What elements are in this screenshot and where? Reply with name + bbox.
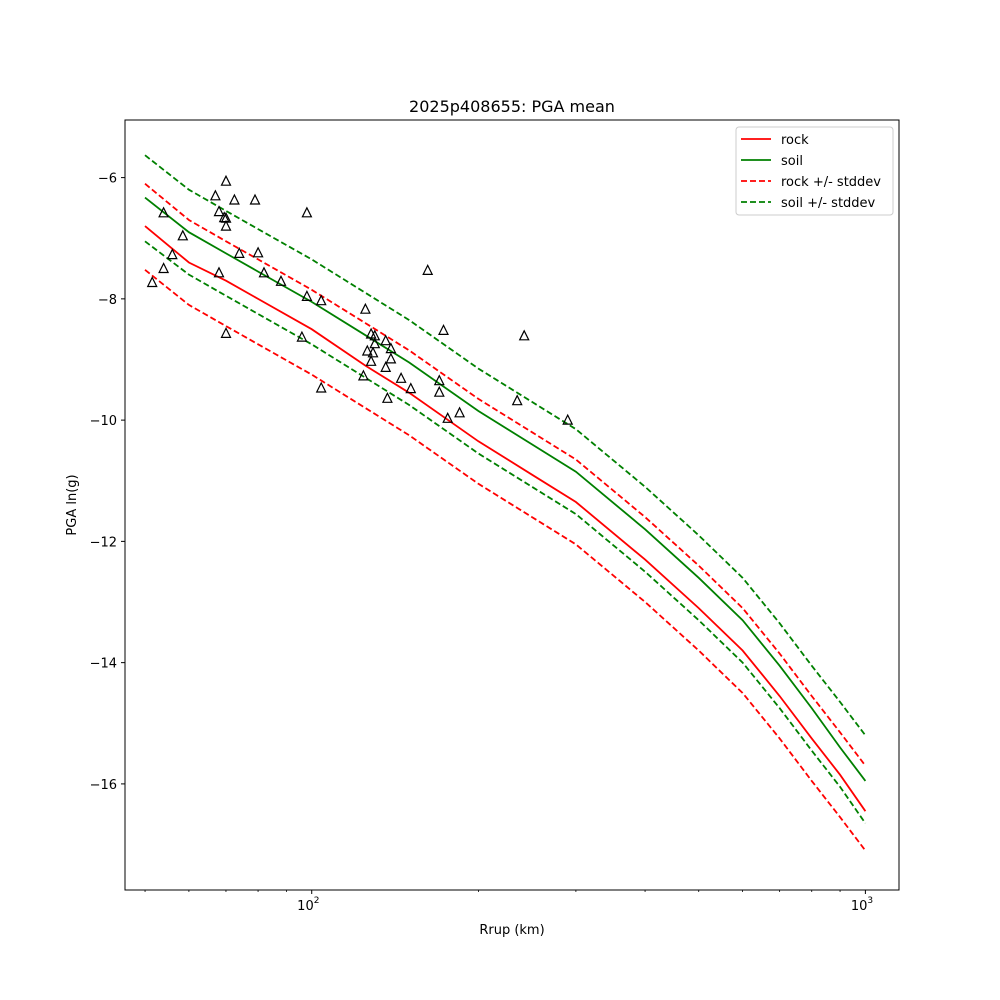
x-tick-label-0: 10 [297, 899, 314, 914]
data-point-30 [369, 337, 381, 349]
data-point-19 [296, 330, 308, 342]
legend: rock soil rock +/- stddev soil +/- stddev [735, 126, 894, 216]
data-point-47 [562, 413, 574, 425]
series-line-4 [144, 154, 867, 736]
data-point-33 [380, 361, 392, 372]
data-point-29 [367, 346, 379, 358]
data-point-1 [158, 262, 170, 274]
plot-frame [124, 119, 900, 891]
y-tick-label-5: −6 [98, 172, 117, 187]
data-point-10 [220, 219, 232, 231]
data-point-39 [422, 264, 434, 275]
data-point-35 [385, 352, 397, 364]
data-point-0 [146, 276, 158, 288]
data-point-21 [301, 290, 313, 301]
data-point-14 [233, 247, 245, 258]
y-axis-label: PGA ln(g) [65, 474, 80, 535]
y-tick-label-4: −8 [98, 293, 117, 308]
data-point-2 [158, 206, 170, 218]
curves-layer [144, 154, 867, 852]
data-point-4 [177, 229, 189, 241]
data-point-5 [209, 189, 221, 201]
data-point-27 [365, 354, 377, 366]
y-tick-label-0: −16 [90, 778, 117, 793]
x-axis: 10 2 10 3 [144, 890, 873, 914]
data-point-45 [511, 394, 523, 406]
legend-label-4: soil +/- stddev [781, 196, 876, 211]
y-tick-label-3: −10 [90, 414, 117, 429]
data-point-25 [359, 302, 371, 314]
legend-label-1: soil [781, 154, 803, 169]
chart-title: 2025p408655: PGA mean [409, 97, 615, 116]
data-point-24 [357, 369, 369, 381]
series-line-0 [144, 225, 867, 812]
x-tick-exponent-0: 2 [314, 896, 320, 906]
legend-label-0: rock [781, 133, 809, 148]
data-point-36 [385, 342, 397, 354]
data-point-20 [301, 206, 313, 218]
data-point-43 [442, 411, 454, 423]
data-point-42 [438, 324, 449, 335]
data-point-18 [275, 274, 287, 286]
data-point-7 [213, 205, 225, 217]
data-point-37 [395, 371, 407, 383]
data-point-15 [249, 193, 261, 205]
data-point-26 [361, 344, 373, 356]
data-point-23 [315, 381, 327, 393]
data-point-34 [381, 391, 393, 403]
y-tick-label-1: −14 [90, 657, 117, 672]
series-line-3 [144, 269, 867, 852]
y-tick-label-2: −12 [90, 535, 117, 550]
data-point-22 [315, 294, 327, 306]
x-tick-label-1: 10 [851, 899, 868, 914]
series-line-1 [144, 196, 867, 782]
series-line-2 [144, 183, 867, 767]
series-line-5 [144, 240, 867, 824]
legend-items: rock soil rock +/- stddev soil +/- stddev [741, 133, 881, 211]
data-point-38 [405, 382, 417, 394]
data-point-32 [380, 334, 392, 346]
data-point-17 [258, 266, 270, 278]
y-axis: −16 −14 −12 −10 −8 −6 [90, 172, 125, 793]
data-point-16 [252, 246, 264, 258]
data-point-46 [518, 329, 530, 341]
data-point-3 [166, 248, 178, 260]
legend-label-2: rock +/- stddev [781, 175, 881, 190]
data-point-44 [454, 406, 466, 418]
markers-layer [146, 174, 574, 425]
data-point-12 [220, 211, 232, 223]
data-point-31 [369, 329, 381, 341]
x-axis-label: Rrup (km) [479, 923, 544, 938]
data-point-41 [433, 385, 445, 397]
data-point-13 [228, 193, 240, 205]
data-point-9 [220, 174, 232, 186]
data-point-6 [213, 266, 225, 278]
legend-box [735, 126, 894, 216]
data-point-11 [220, 327, 232, 338]
data-point-40 [433, 374, 445, 386]
x-tick-exponent-1: 3 [867, 896, 873, 906]
